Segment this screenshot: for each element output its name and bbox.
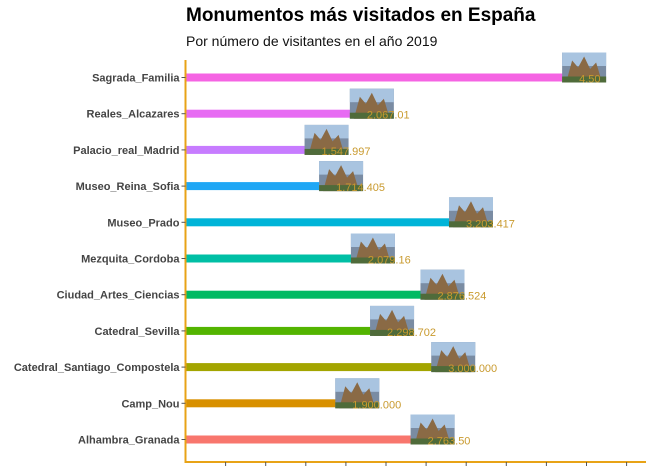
category-label: Ciudad_Artes_Ciencias — [57, 290, 180, 302]
bar — [187, 436, 427, 444]
category-label: Sagrada_Familia — [92, 73, 180, 85]
data-label: 2.067.01 — [367, 110, 410, 122]
data-label: 3.203.417 — [466, 218, 515, 230]
category-label: Catedral_Santiago_Compostela — [14, 362, 181, 374]
category-label: Museo_Reina_Sofia — [76, 181, 181, 193]
category-label: Museo_Prado — [107, 217, 179, 229]
bar — [187, 255, 367, 263]
data-label: 2.876.524 — [437, 291, 486, 303]
category-label: Catedral_Sevilla — [95, 326, 181, 338]
data-label: 2.079.16 — [368, 255, 411, 267]
category-label: Reales_Alcazares — [87, 109, 180, 121]
bar — [187, 182, 336, 190]
bar — [187, 74, 579, 82]
data-label: 1.547.997 — [322, 146, 371, 158]
bar — [187, 399, 352, 407]
category-label: Mezquita_Cordoba — [81, 254, 180, 266]
category-label: Camp_Nou — [121, 398, 179, 410]
bar — [187, 146, 321, 154]
bar — [187, 363, 448, 371]
bar — [187, 327, 387, 335]
category-label: Alhambra_Granada — [78, 435, 180, 447]
data-label: 4.50 — [579, 74, 600, 86]
category-label: Palacio_real_Madrid — [73, 145, 179, 157]
data-label: 1.900.000 — [352, 399, 401, 411]
data-label: 3.000.000 — [448, 363, 497, 375]
data-label: 2.763.50 — [428, 436, 471, 448]
bar — [187, 110, 366, 118]
data-label: 2.298.702 — [387, 327, 436, 339]
bar — [187, 218, 465, 226]
data-label: 1.714.405 — [336, 182, 385, 194]
bar — [187, 291, 437, 299]
